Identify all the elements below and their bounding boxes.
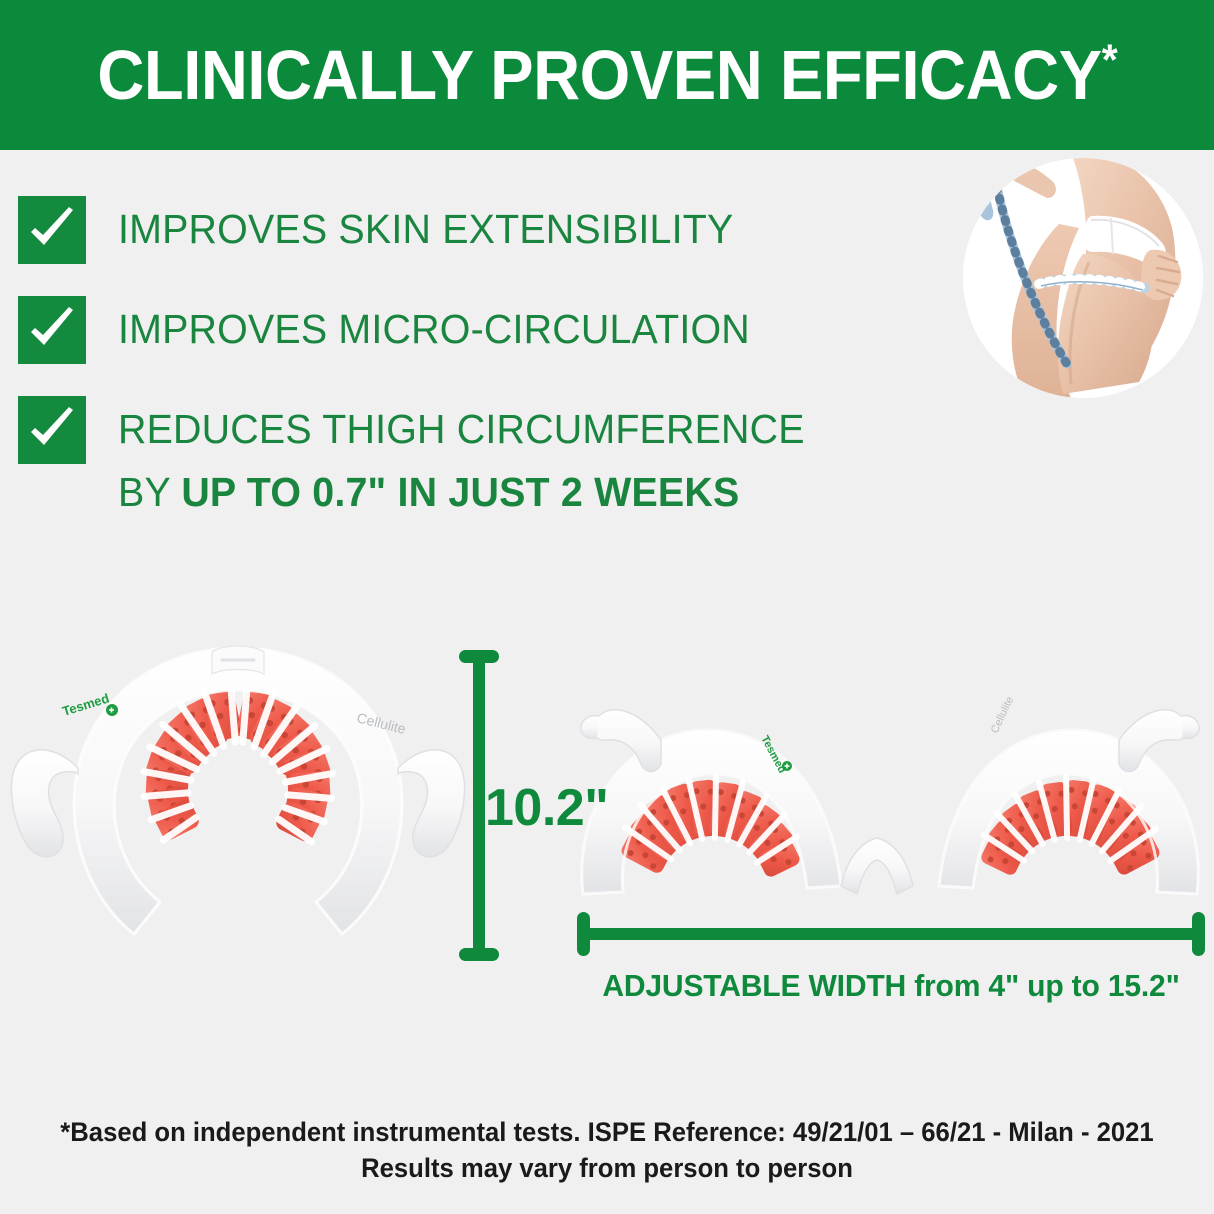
massager-opened-view: Tesmed — [565, 678, 1214, 908]
benefit-sublabel-prefix: BY — [118, 469, 182, 515]
benefit-label: IMPROVES MICRO-CIRCULATION — [118, 296, 750, 362]
benefit-label: REDUCES THIGH CIRCUMFERENCE BY UP TO 0.7… — [118, 396, 805, 522]
checkmark-icon — [18, 196, 86, 264]
model-label: Cellulite — [989, 695, 1016, 736]
height-dimension-label: 10.2" — [485, 779, 609, 837]
benefit-item-micro-circulation: IMPROVES MICRO-CIRCULATION — [18, 296, 1018, 364]
footnote-asterisk: * — [1101, 35, 1117, 85]
benefit-label-text: IMPROVES MICRO-CIRCULATION — [118, 306, 750, 352]
page-title: CLINICALLY PROVEN EFFICACY* — [97, 38, 1117, 110]
header-banner: CLINICALLY PROVEN EFFICACY* — [0, 0, 1214, 150]
footnote: *Based on independent instrumental tests… — [0, 1114, 1214, 1187]
benefit-label: IMPROVES SKIN EXTENSIBILITY — [118, 196, 733, 262]
benefit-sublabel: BY UP TO 0.7" IN JUST 2 WEEKS — [118, 462, 805, 522]
footnote-line-2: Results may vary from person to person — [361, 1153, 853, 1184]
checkmark-icon — [18, 396, 86, 464]
massager-closed-view: Tesmed Cellulite — [8, 640, 468, 970]
thigh-measurement-photo — [963, 158, 1203, 398]
benefits-list: IMPROVES SKIN EXTENSIBILITY IMPROVES MIC… — [18, 196, 1018, 522]
benefit-item-skin-extensibility: IMPROVES SKIN EXTENSIBILITY — [18, 196, 1018, 264]
width-dimension-line — [575, 908, 1207, 960]
page-title-text: CLINICALLY PROVEN EFFICACY — [97, 36, 1102, 114]
benefit-label-text: REDUCES THIGH CIRCUMFERENCE — [118, 406, 805, 452]
width-dimension-label: ADJUSTABLE WIDTH from 4" up to 15.2" — [602, 968, 1180, 1003]
benefit-item-thigh-circumference: REDUCES THIGH CIRCUMFERENCE BY UP TO 0.7… — [18, 396, 1018, 522]
benefit-label-text: IMPROVES SKIN EXTENSIBILITY — [118, 206, 734, 252]
footnote-line-1: *Based on independent instrumental tests… — [60, 1117, 1154, 1147]
benefit-sublabel-highlight: UP TO 0.7" IN JUST 2 WEEKS — [181, 469, 740, 515]
height-dimension-line — [455, 648, 503, 963]
checkmark-icon — [18, 296, 86, 364]
